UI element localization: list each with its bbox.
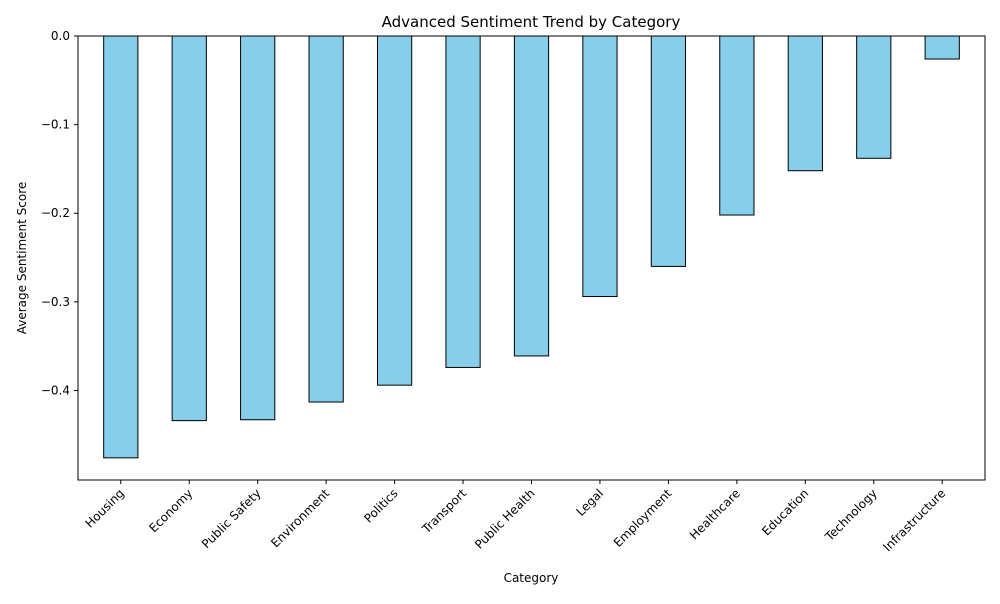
bar-infrastructure xyxy=(924,35,960,60)
x-tick-label: Employment xyxy=(611,486,675,550)
bar-employment xyxy=(650,35,687,267)
bar-public-health xyxy=(513,35,550,357)
x-tick-label: Politics xyxy=(361,486,400,525)
x-tick-label: Technology xyxy=(822,486,880,544)
y-axis: 0.0 −0.1 −0.2 −0.3 −0.4 xyxy=(41,29,78,397)
x-tick-label: Transport xyxy=(419,486,470,537)
x-tick-label: Healthcare xyxy=(687,486,743,542)
y-tick-label: −0.1 xyxy=(41,118,70,132)
x-tick-label: Legal xyxy=(573,486,606,519)
x-tick-label: Economy xyxy=(146,486,195,535)
y-tick-label: −0.2 xyxy=(41,206,70,220)
y-tick-label: −0.4 xyxy=(41,383,70,397)
bar-healthcare xyxy=(719,35,755,216)
bar-legal xyxy=(582,35,618,298)
bar-education xyxy=(787,35,823,172)
bar-economy xyxy=(171,35,207,422)
y-tick-label: 0.0 xyxy=(51,29,70,43)
bars-group xyxy=(103,35,960,459)
x-tick-label: Public Safety xyxy=(199,486,264,551)
bar-technology xyxy=(856,35,892,159)
y-tick-label: −0.3 xyxy=(41,295,70,309)
x-axis-label: Category xyxy=(504,571,559,585)
bar-housing xyxy=(103,35,139,459)
x-tick-label: Environment xyxy=(268,486,332,550)
x-axis: Housing Economy Public Safety Environment Po… xyxy=(83,480,948,554)
x-tick-label: Public Health xyxy=(472,486,538,552)
bar-transport xyxy=(445,35,481,368)
y-axis-label: Average Sentiment Score xyxy=(15,182,29,335)
bar-politics xyxy=(376,35,413,386)
x-tick-label: Housing xyxy=(83,486,127,530)
x-tick-label: Infrastructure xyxy=(880,486,948,554)
x-tick-label: Education xyxy=(759,486,811,538)
bar-environment xyxy=(308,35,344,403)
chart-title: Advanced Sentiment Trend by Category xyxy=(382,13,681,31)
bar-public-safety xyxy=(240,35,276,421)
